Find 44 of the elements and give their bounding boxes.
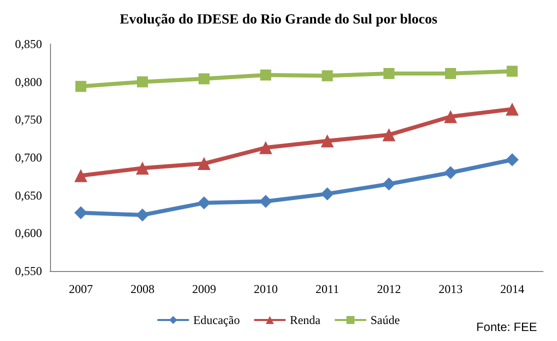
point xyxy=(259,141,272,154)
point xyxy=(322,70,333,82)
legend-label: Saúde xyxy=(370,313,400,327)
point xyxy=(382,128,396,142)
y-tick-label: 0,850 xyxy=(15,37,42,51)
x-tick-label: 2013 xyxy=(438,282,463,296)
point xyxy=(320,134,334,148)
x-tick-label: 2008 xyxy=(130,282,154,296)
point xyxy=(444,110,458,124)
source-note: Fonte: FEE xyxy=(476,320,538,334)
point xyxy=(445,68,456,80)
x-tick-label: 2009 xyxy=(192,282,216,296)
point xyxy=(136,162,149,175)
y-tick-label: 0,550 xyxy=(15,264,42,278)
y-tick-label: 0,700 xyxy=(15,150,42,164)
x-tick-label: 2007 xyxy=(68,282,93,296)
x-tick-label: 2014 xyxy=(500,282,524,296)
point xyxy=(260,70,272,81)
point xyxy=(444,166,458,180)
point xyxy=(382,177,396,190)
y-tick-label: 0,650 xyxy=(15,188,42,202)
point xyxy=(136,76,148,88)
point xyxy=(198,73,210,84)
y-tick-label: 0,600 xyxy=(15,226,42,240)
point xyxy=(136,208,149,222)
chart-title: Evolução do IDESE do Rio Grande do Sul por blocos xyxy=(120,12,438,28)
point xyxy=(320,187,334,200)
legend-label: Educação xyxy=(193,313,240,327)
x-tick-label: 2011 xyxy=(316,282,340,296)
point xyxy=(74,206,88,220)
point xyxy=(198,196,211,210)
y-tick-label: 0,750 xyxy=(15,112,42,127)
x-tick-label: 2010 xyxy=(254,282,278,296)
point xyxy=(383,68,394,80)
point xyxy=(75,80,86,92)
point xyxy=(506,102,519,116)
legend-label: Renda xyxy=(290,313,322,327)
point xyxy=(198,157,211,170)
x-tick-label: 2012 xyxy=(376,282,401,296)
y-tick-label: 0,800 xyxy=(15,74,42,89)
point xyxy=(259,194,272,208)
point xyxy=(506,66,518,77)
point xyxy=(74,169,88,182)
point xyxy=(506,153,519,166)
